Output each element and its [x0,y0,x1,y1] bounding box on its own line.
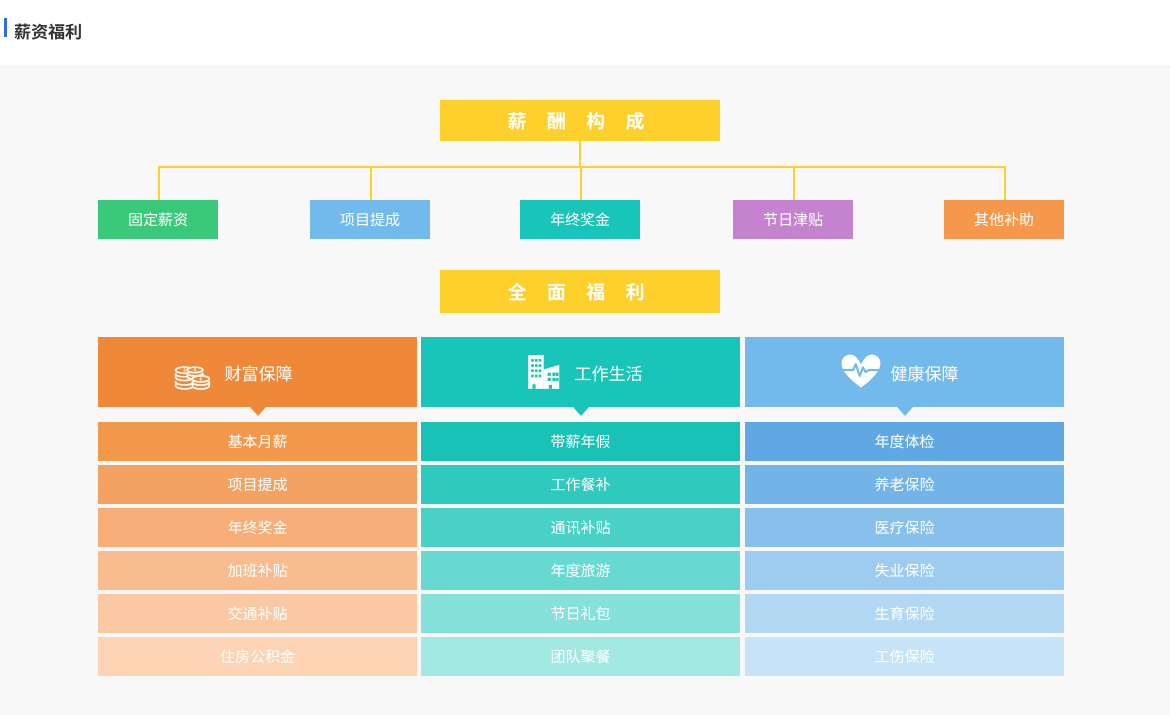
svg-text:$: $ [193,367,196,372]
svg-text:$: $ [199,376,202,381]
svg-text:$: $ [183,368,186,373]
